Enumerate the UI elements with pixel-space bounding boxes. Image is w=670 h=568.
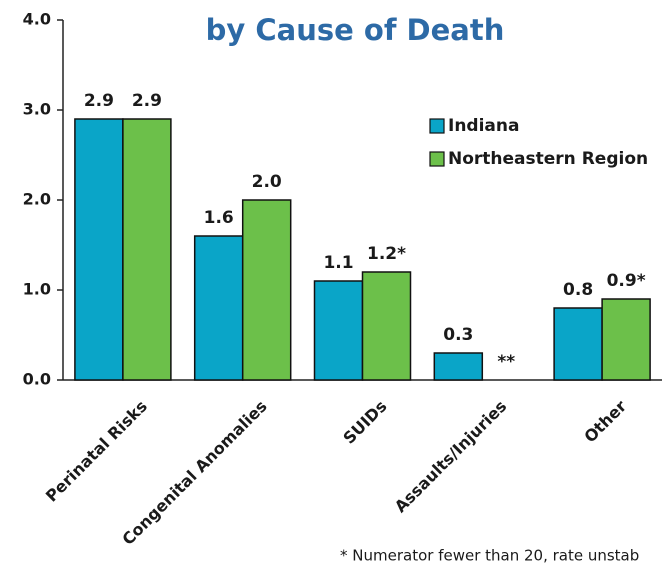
value-label: **	[497, 352, 515, 372]
value-label: 0.9*	[607, 271, 646, 291]
x-tick-label: Assaults/Injuries	[391, 397, 511, 517]
value-label: 2.9	[132, 91, 162, 111]
bar	[74, 118, 124, 381]
value-label: 2.0	[252, 172, 282, 192]
legend-swatch	[429, 151, 445, 167]
footnote: * Numerator fewer than 20, rate unstab	[340, 547, 639, 565]
value-label: 2.9	[84, 91, 114, 111]
bar	[601, 298, 651, 381]
chart-title: by Cause of Death	[206, 13, 505, 47]
bar	[122, 118, 172, 381]
y-tick-label: 0.0	[23, 370, 51, 389]
bar	[433, 352, 484, 381]
y-tick-label: 3.0	[23, 100, 51, 119]
value-label: 1.6	[204, 208, 234, 228]
legend-label: Indiana	[448, 116, 519, 136]
x-tick-label: Perinatal Risks	[42, 397, 151, 506]
bar	[241, 199, 292, 381]
bar	[313, 280, 364, 381]
x-tick-label: SUIDs	[339, 397, 390, 448]
x-tick-label: Other	[580, 397, 630, 447]
bar	[193, 235, 244, 381]
value-label: 0.3	[443, 325, 473, 345]
y-tick-label: 4.0	[23, 10, 51, 29]
y-tick-label: 2.0	[23, 190, 51, 209]
value-label: 1.2*	[367, 244, 406, 264]
legend-swatch	[429, 118, 445, 134]
legend-label: Northeastern Region	[448, 149, 648, 169]
value-label: 1.1	[323, 253, 353, 273]
bar	[553, 307, 603, 381]
bar	[361, 271, 412, 381]
y-tick-label: 1.0	[23, 280, 51, 299]
value-label: 0.8	[563, 280, 593, 300]
